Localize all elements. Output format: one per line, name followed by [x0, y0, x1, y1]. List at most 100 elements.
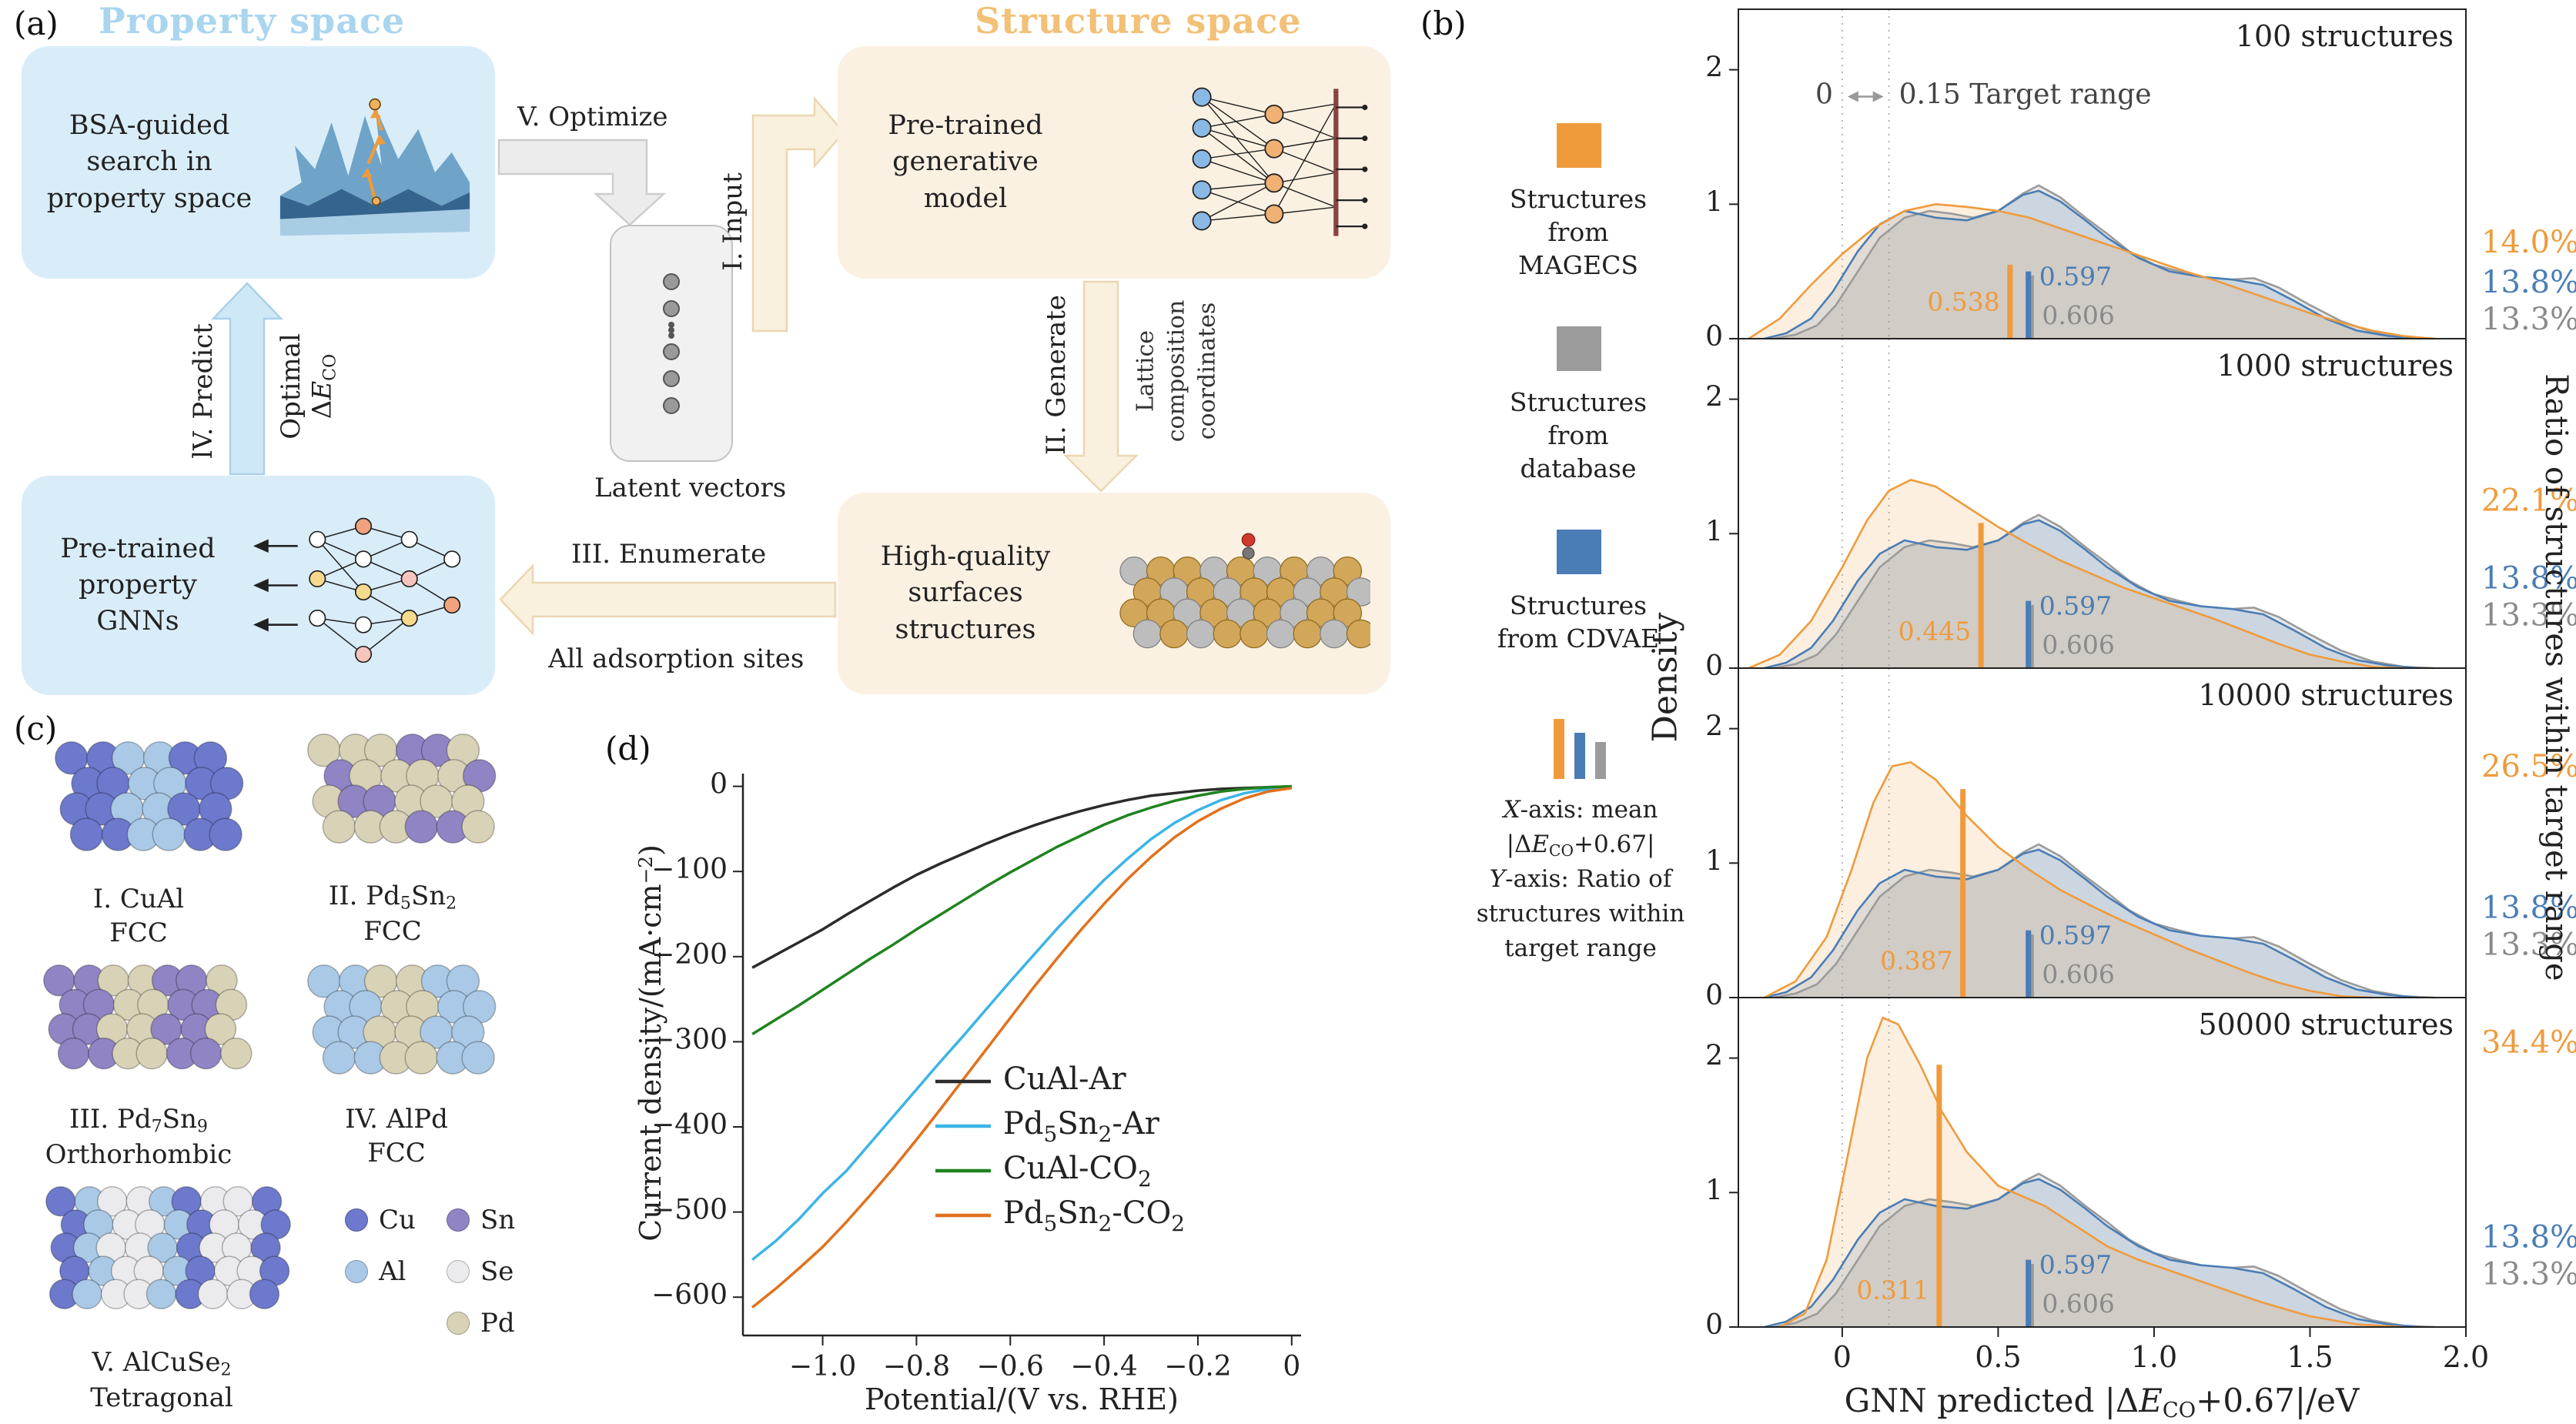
optimize-arrow-label: V. Optimize — [517, 102, 668, 132]
pd-label: Pd — [480, 1308, 515, 1339]
adsorption-sites-label: All adsorption sites — [548, 643, 805, 674]
magecs-ratio-label: 26.5% — [2481, 749, 2576, 784]
surfaces-box: High-quality surfaces structures — [838, 493, 1390, 694]
predict-arrow-label: lV. Predict — [188, 323, 219, 459]
magecs-mean-label: 0.538 — [1927, 287, 1999, 317]
generative-model-box: Pre-trained generative model — [838, 46, 1390, 279]
magecs-mean-label: 0.311 — [1856, 1275, 1929, 1305]
structure-alcuse2-image — [45, 1185, 296, 1313]
optimal-label: Optimal — [276, 333, 306, 440]
generative-model-icon — [1192, 87, 1368, 236]
cu-swatch — [345, 1208, 368, 1232]
mean-bar-orange — [1554, 719, 1564, 779]
panel-b-label: (b) — [1420, 5, 1467, 42]
coordinates-label: coordinates — [1193, 302, 1221, 440]
latent-dot — [663, 343, 680, 360]
y-tick-label: 2 — [1705, 382, 1723, 413]
y-tick-label: 2 — [1705, 1041, 1723, 1072]
se-swatch — [447, 1260, 470, 1283]
property-gnn-label: Pre-trained property GNNs — [60, 533, 216, 637]
magecs-legend-label: Structures from MAGECS — [1509, 184, 1648, 280]
al-label: Al — [379, 1256, 406, 1287]
structure-cual-lattice: FCC — [109, 918, 168, 949]
structure-cual-label: I. CuAl FCC — [31, 882, 246, 950]
series-cual-co2 — [751, 784, 1292, 1035]
surface-structure-icon — [1119, 533, 1370, 648]
axes-note: X-axis: mean |ΔECO+0.67| Y-axis: Ratio o… — [1454, 793, 1708, 966]
y-tick-label: −500 — [651, 1195, 728, 1226]
generate-arrow — [1062, 280, 1139, 493]
y-tick-label: −300 — [651, 1024, 728, 1055]
input-arrow — [751, 95, 845, 333]
database-ratio-label: 13.3% — [2481, 1257, 2576, 1292]
structure-pd5sn2-name: II. Pd5Sn2 — [328, 881, 457, 914]
legend-al: Al — [345, 1256, 406, 1287]
density-panel-3: 0.387 0.597 0.606 26.5% 13.8%13.3% 10000 stru… — [1705, 667, 2576, 1011]
structure-cual-name: I. CuAl — [92, 884, 185, 914]
legend-se: Se — [447, 1256, 514, 1287]
x-tick-label: 2.0 — [2443, 1340, 2489, 1374]
panel-c-label: (c) — [14, 710, 58, 747]
structure-pd7sn9-image — [42, 964, 254, 1075]
lattice-label: Lattice — [1132, 329, 1159, 413]
structure-alpd-name: IV. AlPd — [345, 1104, 448, 1135]
legend-sn: Sn — [447, 1205, 515, 1235]
latent-dot — [663, 369, 680, 387]
structure-pd7sn9-lattice: Orthorhombic — [45, 1139, 233, 1171]
panel-title: 100 structures — [2236, 19, 2454, 53]
input-arrow-label: I. Input — [718, 172, 748, 271]
x-tick-label: −0.2 — [1164, 1351, 1231, 1382]
pd-swatch — [447, 1312, 470, 1335]
latent-ellipsis-dot — [668, 332, 674, 339]
structure-alpd-lattice: FCC — [367, 1138, 426, 1169]
potential-axis-label: Potential/(V vs. RHE) — [865, 1382, 1179, 1416]
magecs-mean-label: 0.387 — [1880, 946, 1952, 976]
al-swatch — [345, 1260, 368, 1283]
property-gnn-box: Pre-trained property GNNs — [22, 476, 495, 695]
y-tick-label: −600 — [651, 1279, 728, 1311]
latent-vectors-box — [610, 225, 733, 462]
cdvae-legend-label: Structures from CDVAE — [1497, 590, 1660, 654]
structure-alcuse2-label: V. AlCuSe2 Tetragonal — [31, 1345, 293, 1415]
sn-label: Sn — [480, 1205, 516, 1235]
axes-note-line: target range — [1504, 934, 1657, 963]
series-pd5sn2-ar — [751, 785, 1292, 1261]
magecs-ratio-label: 34.4% — [2481, 1025, 2576, 1060]
generate-arrow-label: II. Generate — [1041, 294, 1072, 456]
panel-a-label: (a) — [14, 5, 59, 42]
density-panel-2: 0.445 0.597 0.606 22.1% 13.8%13.3% 1000 struc… — [1705, 338, 2576, 682]
legend-label-pd5sn2-co2: Pd5Sn2-CO2 — [1003, 1195, 1185, 1236]
enumerate-arrow — [499, 563, 837, 637]
cdvae-mean-label: 0.597 — [2039, 590, 2112, 620]
surface-plot-icon — [279, 98, 470, 236]
database-ratio-label: 13.3% — [2481, 598, 2576, 633]
enumerate-arrow-label: III. Enumerate — [571, 539, 767, 570]
sn-swatch — [447, 1208, 470, 1232]
x-tick-label: 0 — [1833, 1340, 1852, 1374]
axes-note-line: X-axis: mean — [1503, 796, 1658, 824]
structure-pd5sn2-lattice: FCC — [363, 916, 422, 948]
y-tick-label: 1 — [1705, 186, 1723, 218]
database-mean-label: 0.606 — [2042, 300, 2114, 330]
legend-label-pd5sn2-ar: Pd5Sn2-Ar — [1003, 1106, 1160, 1147]
structure-pd5sn2-label: II. Pd5Sn2 FCC — [285, 879, 500, 948]
property-space-title: Property space — [99, 0, 406, 42]
structure-alpd-label: IV. AlPd FCC — [289, 1102, 504, 1170]
legend-label-cual-co2: CuAl-CO2 — [1003, 1151, 1152, 1192]
magecs-swatch — [1557, 123, 1601, 168]
series-cual-ar — [751, 784, 1292, 969]
database-mean-label: 0.606 — [2042, 630, 2114, 660]
panel-title: 10000 structures — [2198, 678, 2454, 712]
lsv-chart: −1.0 −0.8 −0.6 −0.4 −0.2 0 0 −100 −200 −300 −400 −5… — [651, 769, 1301, 1382]
generative-model-label: Pre-trained generative model — [888, 110, 1043, 214]
bsa-search-label: BSA-guided search in property space — [46, 110, 253, 214]
current-density-axis-label: Current density/(mA·cm−2) — [634, 844, 667, 1242]
y-tick-label: 0 — [1705, 1309, 1723, 1341]
magecs-mean-label: 0.445 — [1899, 617, 1971, 647]
y-tick-label: −100 — [651, 854, 728, 885]
x-tick-label: −0.6 — [977, 1351, 1044, 1382]
surfaces-label: High-quality surfaces structures — [880, 541, 1051, 645]
axes-note-line: structures within — [1476, 900, 1685, 928]
series-pd5sn2-co2 — [751, 787, 1293, 1309]
